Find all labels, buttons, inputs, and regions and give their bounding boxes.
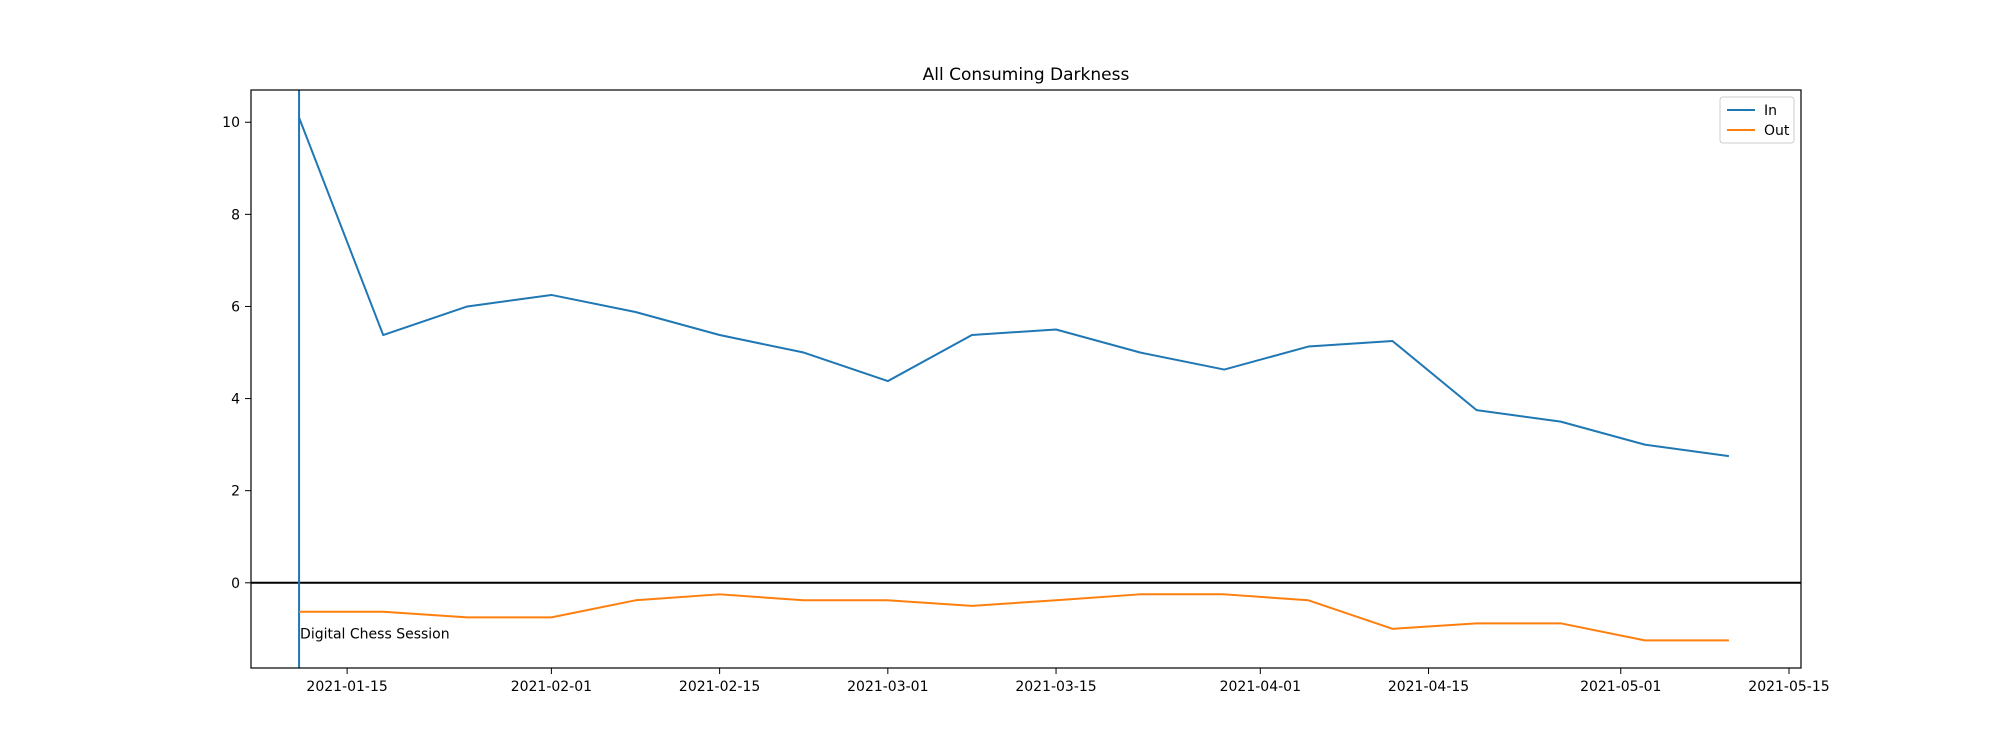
x-tick-label: 2021-04-15: [1388, 679, 1469, 695]
y-tick-label: 0: [231, 576, 240, 592]
y-tick-label: 4: [231, 392, 240, 408]
y-tick-label: 8: [231, 207, 240, 223]
x-tick-label: 2021-01-15: [306, 679, 387, 695]
chart-title: All Consuming Darkness: [923, 65, 1130, 85]
legend-label-in: In: [1764, 103, 1777, 119]
axes-frame: [250, 89, 1802, 669]
x-tick-label: 2021-05-15: [1748, 679, 1829, 695]
axes: 2021-01-15 2021-02-01 2021-02-15 2021-03-01…: [222, 89, 1830, 695]
legend-box: [1719, 96, 1795, 144]
y-tick-label: 10: [222, 115, 240, 131]
x-tick-label: 2021-02-15: [679, 679, 760, 695]
x-tick-label: 2021-03-15: [1015, 679, 1096, 695]
plot-area: Digital Chess Session: [251, 90, 1801, 668]
y-tick-label: 6: [231, 299, 240, 315]
x-tick-label: 2021-03-01: [847, 679, 928, 695]
x-tick-label: 2021-05-01: [1580, 679, 1661, 695]
x-tick-label: 2021-02-01: [511, 679, 592, 695]
y-tick-label: 2: [231, 484, 240, 500]
event-annotation: Digital Chess Session: [300, 626, 450, 642]
series-line-in: [298, 117, 1730, 458]
legend-label-out: Out: [1764, 123, 1790, 139]
series-line-out: [299, 593, 1729, 642]
x-tick-label: 2021-04-01: [1220, 679, 1301, 695]
plot-content: [251, 90, 1801, 668]
legend: In Out: [1719, 96, 1795, 144]
